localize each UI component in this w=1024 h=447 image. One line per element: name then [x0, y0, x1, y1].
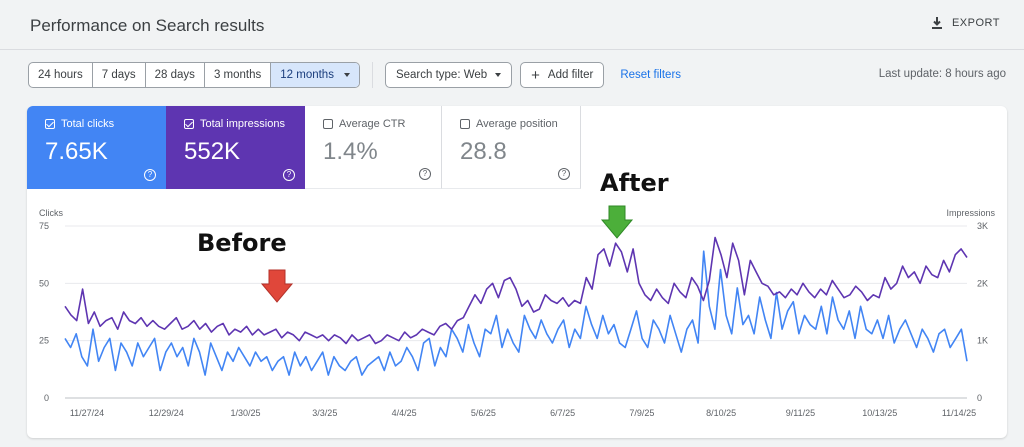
help-icon[interactable]: ? — [144, 169, 156, 181]
clicks-series-line — [64, 250, 968, 376]
caret-down-icon — [495, 73, 502, 77]
date-range-3m[interactable]: 3 months — [205, 63, 272, 87]
x-tick-label: 1/30/25 — [231, 408, 261, 418]
add-filter-label: Add filter — [547, 69, 594, 81]
x-tick-label: 4/4/25 — [392, 408, 417, 418]
metric-value: 7.65K — [45, 138, 108, 165]
filter-bar: 24 hours 7 days 28 days 3 months 12 mont… — [28, 62, 681, 88]
left-tick-label: 25 — [39, 336, 49, 346]
left-tick-label: 50 — [39, 278, 49, 288]
checkbox-icon[interactable] — [460, 119, 470, 129]
x-tick-label: 12/29/24 — [149, 408, 184, 418]
left-tick-label: 0 — [44, 393, 49, 403]
x-tick-label: 10/13/25 — [862, 408, 897, 418]
export-label: EXPORT — [951, 17, 1000, 29]
metric-average-ctr[interactable]: Average CTR 1.4% ? — [305, 106, 442, 189]
x-tick-label: 3/3/25 — [312, 408, 337, 418]
metric-label: Average CTR — [339, 118, 406, 130]
reset-filters-link[interactable]: Reset filters — [620, 69, 682, 81]
metric-label: Total impressions — [200, 118, 285, 130]
date-range-24h[interactable]: 24 hours — [29, 63, 93, 87]
right-tick-label: 2K — [977, 278, 988, 288]
performance-chart: Clicks Impressions 75 3K 50 2K 25 1K 0 0 11/27/2… — [39, 169, 996, 418]
caret-down-icon — [343, 73, 350, 77]
checkbox-icon[interactable] — [323, 119, 333, 129]
metric-label: Total clicks — [61, 118, 115, 130]
divider — [371, 62, 373, 88]
help-icon[interactable]: ? — [558, 168, 570, 180]
help-icon[interactable]: ? — [419, 168, 431, 180]
checkbox-icon[interactable] — [184, 119, 194, 129]
export-button[interactable]: EXPORT — [930, 16, 1000, 30]
date-range-selector: 24 hours 7 days 28 days 3 months 12 mont… — [28, 62, 360, 88]
metric-average-position[interactable]: Average position 28.8 ? — [442, 106, 581, 189]
x-tick-label: 8/10/25 — [706, 408, 736, 418]
metric-label: Average position — [476, 118, 558, 130]
left-tick-label: 75 — [39, 221, 49, 231]
date-range-7d[interactable]: 7 days — [93, 63, 146, 87]
date-range-12m[interactable]: 12 months — [271, 63, 359, 87]
x-tick-label: 7/9/25 — [629, 408, 654, 418]
performance-card: Total clicks 7.65K ? Total impressions 5… — [27, 106, 1007, 438]
metric-total-impressions[interactable]: Total impressions 552K ? — [166, 106, 305, 189]
right-tick-label: 3K — [977, 221, 988, 231]
checkbox-icon[interactable] — [45, 119, 55, 129]
x-tick-label: 11/14/25 — [942, 408, 976, 418]
x-tick-label: 6/7/25 — [550, 408, 575, 418]
right-tick-label: 1K — [977, 336, 988, 346]
search-type-label: Search type: Web — [395, 69, 488, 81]
red-down-arrow-icon — [260, 269, 294, 303]
left-axis-label: Clicks — [39, 208, 63, 218]
plus-icon: + — [531, 66, 540, 84]
green-down-arrow-icon — [600, 205, 634, 239]
help-icon[interactable]: ? — [283, 169, 295, 181]
date-range-12m-label: 12 months — [280, 69, 334, 81]
metric-total-clicks[interactable]: Total clicks 7.65K ? — [27, 106, 166, 189]
metric-value: 552K — [184, 138, 241, 165]
metric-value: 28.8 — [460, 138, 507, 165]
search-type-dropdown[interactable]: Search type: Web — [384, 62, 513, 88]
date-range-28d[interactable]: 28 days — [146, 63, 205, 87]
x-tick-label: 9/11/25 — [786, 408, 815, 418]
last-update-text: Last update: 8 hours ago — [878, 68, 1006, 80]
impressions-series-line — [64, 236, 968, 345]
before-annotation: Before — [197, 229, 287, 257]
x-tick-label: 11/27/24 — [70, 408, 104, 418]
after-annotation: After — [600, 169, 669, 197]
download-icon — [931, 17, 942, 29]
header: Performance on Search results EXPORT — [0, 0, 1024, 50]
metric-value: 1.4% — [323, 138, 378, 165]
page-title: Performance on Search results — [30, 16, 265, 35]
add-filter-button[interactable]: + Add filter — [520, 62, 605, 88]
right-tick-label: 0 — [977, 393, 982, 403]
x-tick-label: 5/6/25 — [471, 408, 496, 418]
right-axis-label: Impressions — [946, 208, 995, 218]
chart-grid — [65, 225, 967, 399]
